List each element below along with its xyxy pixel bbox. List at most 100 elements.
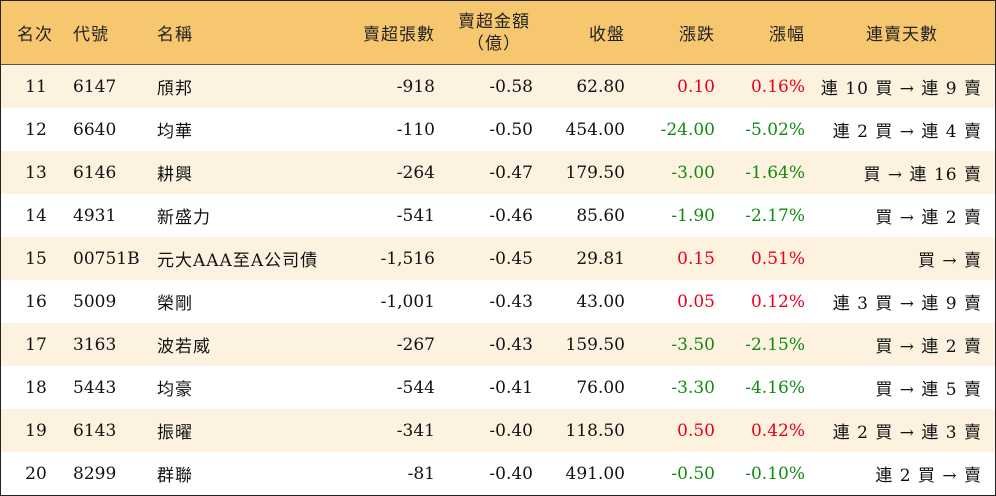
row-sell-volume: -541 (396, 205, 435, 226)
row-close: 43.00 (576, 291, 625, 312)
row-days: 買 → 連 16 賣 (863, 165, 982, 185)
row-close: 179.50 (565, 162, 625, 183)
row-close: 85.60 (576, 205, 625, 226)
row-pct: -4.16% (745, 377, 805, 398)
row-pct: 0.16% (750, 76, 805, 97)
row-close: 118.50 (565, 420, 625, 441)
row-rank: 11 (25, 76, 47, 97)
row-rank: 19 (25, 420, 47, 441)
table-row: 19 6143 振曜 -341 -0.40 118.50 0.50 0.42% 連 2 買 → … (1, 409, 995, 452)
row-close: 159.50 (565, 334, 625, 355)
header-sell-amount-line1: 賣超金額 (458, 11, 530, 32)
row-sell-amount: -0.46 (489, 205, 533, 226)
header-code: 代號 (73, 25, 109, 45)
row-days: 連 2 買 → 賣 (875, 466, 982, 486)
row-code: 6640 (73, 119, 117, 140)
row-name: 榮剛 (157, 294, 193, 314)
row-name: 頎邦 (157, 79, 193, 99)
row-sell-amount: -0.43 (489, 291, 533, 312)
row-change: -3.50 (671, 334, 715, 355)
row-pct: -0.10% (745, 463, 805, 484)
row-rank: 13 (25, 162, 47, 183)
row-pct: 0.12% (750, 291, 805, 312)
row-change: 0.50 (677, 420, 715, 441)
row-code: 3163 (73, 334, 117, 355)
row-rank: 14 (25, 205, 47, 226)
row-name: 群聯 (157, 466, 193, 486)
row-rank: 17 (25, 334, 47, 355)
row-code: 6147 (73, 76, 117, 97)
row-days: 連 10 買 → 連 9 賣 (820, 79, 982, 99)
header-name: 名稱 (157, 25, 193, 45)
row-rank: 16 (25, 291, 47, 312)
table-header: 名次 代號 名稱 賣超張數 賣超金額 （億） 收盤 漲跌 漲幅 連賣天數 (1, 1, 995, 65)
row-rank: 12 (25, 119, 47, 140)
row-pct: -2.17% (745, 205, 805, 226)
row-close: 62.80 (576, 76, 625, 97)
row-pct: -1.64% (745, 162, 805, 183)
row-days: 買 → 連 5 賣 (875, 380, 982, 400)
row-code: 5443 (73, 377, 117, 398)
row-sell-volume: -110 (396, 119, 435, 140)
row-rank: 18 (25, 377, 47, 398)
row-sell-amount: -0.47 (489, 162, 533, 183)
row-change: 0.05 (677, 291, 715, 312)
row-sell-amount: -0.58 (489, 76, 533, 97)
header-sell-volume: 賣超張數 (363, 25, 435, 45)
row-code: 5009 (73, 291, 117, 312)
table-row: 18 5443 均豪 -544 -0.41 76.00 -3.30 -4.16% 買 → 連 5… (1, 366, 995, 409)
table-row: 15 00751B 元大AAA至A公司債 -1,516 -0.45 29.81 0.15 0.… (1, 237, 995, 280)
header-sell-amount: 賣超金額 （億） (449, 1, 539, 64)
row-code: 4931 (73, 205, 117, 226)
row-sell-volume: -544 (396, 377, 435, 398)
row-name: 波若威 (157, 337, 211, 357)
row-close: 491.00 (565, 463, 625, 484)
header-close: 收盤 (589, 25, 625, 45)
row-change: -0.50 (671, 463, 715, 484)
header-days: 連賣天數 (866, 25, 938, 45)
row-code: 00751B (73, 248, 140, 269)
table-row: 13 6146 耕興 -264 -0.47 179.50 -3.00 -1.64% 買 → 連 … (1, 151, 995, 194)
table-row: 14 4931 新盛力 -541 -0.46 85.60 -1.90 -2.17% 買 → 連 … (1, 194, 995, 237)
row-sell-volume: -81 (407, 463, 435, 484)
row-days: 買 → 連 2 賣 (875, 208, 982, 228)
row-change: 0.15 (677, 248, 715, 269)
row-change: -24.00 (660, 119, 715, 140)
table-row: 20 8299 群聯 -81 -0.40 491.00 -0.50 -0.10% 連 2 買 →… (1, 452, 995, 495)
row-name: 均華 (157, 122, 193, 142)
row-sell-amount: -0.40 (489, 420, 533, 441)
header-rank: 名次 (17, 25, 53, 45)
header-pct: 漲幅 (769, 25, 805, 45)
row-close: 454.00 (565, 119, 625, 140)
header-sell-amount-line2: （億） (467, 33, 521, 54)
row-sell-volume: -1,001 (380, 291, 435, 312)
table-row: 17 3163 波若威 -267 -0.43 159.50 -3.50 -2.15% 買 → 連… (1, 323, 995, 366)
row-close: 76.00 (576, 377, 625, 398)
row-sell-volume: -264 (396, 162, 435, 183)
row-change: -3.00 (671, 162, 715, 183)
row-code: 6143 (73, 420, 117, 441)
row-days: 連 2 買 → 連 4 賣 (832, 122, 982, 142)
row-sell-amount: -0.40 (489, 463, 533, 484)
table-row: 12 6640 均華 -110 -0.50 454.00 -24.00 -5.02% 連 2 買… (1, 108, 995, 151)
row-name: 耕興 (157, 165, 193, 185)
row-sell-volume: -1,516 (380, 248, 435, 269)
row-pct: -2.15% (745, 334, 805, 355)
row-days: 買 → 連 2 賣 (875, 337, 982, 357)
row-sell-amount: -0.45 (489, 248, 533, 269)
row-pct: 0.51% (750, 248, 805, 269)
row-sell-amount: -0.41 (489, 377, 533, 398)
row-name: 元大AAA至A公司債 (157, 251, 319, 271)
row-sell-amount: -0.43 (489, 334, 533, 355)
row-change: -3.30 (671, 377, 715, 398)
row-code: 6146 (73, 162, 117, 183)
row-sell-volume: -341 (396, 420, 435, 441)
header-change: 漲跌 (679, 25, 715, 45)
row-change: -1.90 (671, 205, 715, 226)
row-days: 連 2 買 → 連 3 賣 (832, 423, 982, 443)
row-close: 29.81 (576, 248, 625, 269)
row-rank: 20 (25, 463, 47, 484)
row-pct: 0.42% (750, 420, 805, 441)
row-sell-amount: -0.50 (489, 119, 533, 140)
row-name: 新盛力 (157, 208, 211, 228)
